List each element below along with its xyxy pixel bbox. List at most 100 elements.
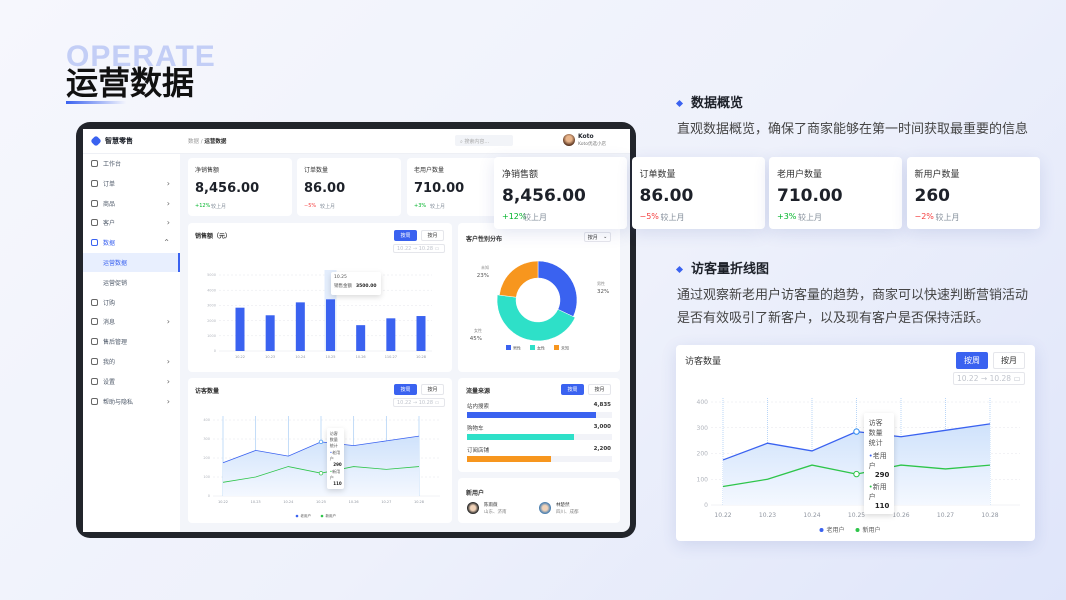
traffic-source-value: 4,835 — [593, 402, 611, 408]
traffic-source-value: 2,200 — [593, 446, 611, 452]
week-button[interactable]: 按周 — [956, 352, 988, 369]
traffic-progress-bar — [467, 412, 612, 418]
store-name: Koto优选小店 — [578, 142, 606, 147]
bar-tooltip: 10.25 销售金额 3500.00 — [331, 272, 381, 295]
tooltip-value: 110 — [874, 501, 890, 510]
week-button[interactable]: 按周 — [394, 230, 417, 241]
sidebar-item[interactable]: 工作台 — [83, 154, 180, 173]
search-placeholder: 搜索内容... — [464, 139, 490, 145]
month-button[interactable]: 按月 — [421, 230, 444, 241]
chevron-right-icon: › — [166, 317, 170, 327]
new-user-location: 四川、成都 — [556, 510, 579, 515]
sidebar-item[interactable]: 运营数据 — [83, 253, 180, 272]
search-input[interactable]: ⌕ 搜索内容... — [455, 135, 513, 146]
sidebar: 工作台 订单 › 商品 › 客户 › 数据 ⌃ 运营数据 运营促销 订购 消息 › 售后管理 我的 › 设置 › 帮助… — [83, 154, 180, 532]
tooltip-title: 访客数量统计 — [329, 430, 338, 448]
help-icon — [91, 397, 98, 405]
sidebar-item[interactable]: 客户 › — [83, 213, 180, 232]
new-user-location: 山东、济南 — [484, 510, 507, 515]
breadcrumb-separator: / — [200, 139, 203, 145]
date-range-picker[interactable]: 10.22 → 10.28 ▭ — [953, 372, 1025, 385]
sidebar-item[interactable]: 订购 — [83, 293, 180, 312]
traffic-source-card: 流量来源 按周 按月 站内搜索 4,835 购物车 3,000 订阅店铺 2,200 — [458, 378, 620, 472]
subscribe-icon — [91, 298, 98, 306]
tooltip-value: 290 — [333, 462, 342, 468]
date-range-picker[interactable]: 10.22 → 10.28 ▭ — [393, 244, 445, 253]
kpi-label: 订单数量 — [639, 170, 676, 180]
sidebar-item[interactable]: 订单 › — [83, 174, 180, 193]
kpi-change: −5% — [639, 212, 659, 221]
new-user-name: 陈雨薇 — [484, 503, 498, 508]
breadcrumb-parent[interactable]: 数据 — [188, 139, 200, 145]
sidebar-item[interactable]: 数据 ⌃ — [83, 233, 180, 252]
kpi-compare: 较上月 — [660, 213, 685, 222]
sales-chart-card: 销售额（元） 按周 按月 10.22 → 10.28 ▭ — [188, 223, 452, 372]
sidebar-item[interactable]: 消息 › — [83, 312, 180, 331]
traffic-progress-bar — [467, 434, 612, 440]
kpi-compare: 较上月 — [430, 204, 446, 210]
month-button[interactable]: 按月 — [588, 384, 611, 395]
sidebar-item[interactable]: 售后管理 — [83, 332, 180, 351]
sidebar-item-label: 数据 — [103, 240, 116, 248]
new-users-title: 新用户 — [466, 490, 485, 497]
tooltip-title: 访客数量统计 — [868, 418, 883, 447]
sidebar-item-label: 订单 — [103, 180, 116, 188]
visitors-chart-title: 访客数量 — [195, 388, 220, 395]
sidebar-item-label: 运营促销 — [103, 279, 128, 287]
visitors-chart-title: 访客数量 — [685, 357, 722, 367]
line-tooltip: 访客数量统计 •老用户290 •新用户110 — [327, 428, 345, 489]
kpi-value: 8,456.00 — [195, 181, 260, 196]
kpi-change: +12% — [502, 212, 527, 221]
kpi-value: 710.00 — [414, 181, 465, 196]
profile-icon — [91, 358, 98, 365]
visitors-description: 通过观察新老用户访客量的趋势，商家可以快速判断营销活动是否有效吸引了新客户，以及… — [677, 288, 1029, 326]
kpi-card: 净销售额 8,456.00 +12% 较上月 — [188, 158, 292, 216]
sidebar-item[interactable]: 帮助与隐私 › — [83, 392, 180, 411]
visitors-heading: 访客量折线图 — [677, 258, 769, 277]
sales-chart-title: 销售额（元） — [195, 233, 232, 240]
sidebar-item-label: 消息 — [103, 319, 116, 327]
traffic-source-label: 订阅店铺 — [467, 448, 490, 454]
after-sales-icon — [91, 338, 98, 346]
visitors-chart-card: 访客数量 按周 按月 10.22 → 10.28 ▭ — [188, 378, 452, 523]
app-header: 智慧零售 数据 / 运营数据 ⌕ 搜索内容... Koto Koto优选小店 — [83, 129, 630, 154]
tooltip-series-name: 新用户 — [329, 469, 341, 481]
message-icon — [91, 318, 98, 326]
kpi-compare: 较上月 — [798, 213, 822, 222]
tooltip-value: 3500.00 — [356, 284, 377, 289]
calendar-icon: ▭ — [434, 245, 440, 252]
tooltip-series-name: 老用户 — [329, 450, 341, 462]
date-range-picker[interactable]: 10.22 → 10.28 ▭ — [393, 398, 445, 407]
month-button[interactable]: 按月 — [993, 352, 1025, 369]
chevron-right-icon: › — [166, 198, 170, 208]
kpi-label: 净销售额 — [502, 170, 539, 180]
chevron-right-icon: › — [166, 218, 170, 228]
period-select[interactable]: 按月 ⌄ — [584, 232, 611, 242]
tooltip-value: 290 — [874, 470, 890, 479]
calendar-icon: ▭ — [434, 399, 440, 406]
sidebar-item-label: 商品 — [103, 200, 116, 208]
kpi-change: +3% — [414, 203, 427, 209]
user-avatar[interactable] — [563, 134, 575, 146]
kpi-value: 86.00 — [639, 186, 694, 206]
new-users-card: 新用户 陈雨薇 山东、济南 林楚然 四川、成都 — [458, 478, 620, 523]
sidebar-item[interactable]: 商品 › — [83, 194, 180, 213]
sidebar-item[interactable]: 我的 › — [83, 352, 180, 371]
gender-chart-card: 客户性别分布 按月 ⌄ — [458, 223, 620, 372]
kpi-card: 老用户数量 710.00 +3% 较上月 — [407, 158, 511, 216]
kpi-change: +12% — [195, 203, 211, 209]
sidebar-item[interactable]: 运营促销 — [83, 273, 180, 292]
kpi-value: 8,456.00 — [502, 186, 586, 206]
kpi-value: 260 — [914, 186, 951, 206]
kpi-change: −2% — [914, 212, 934, 221]
user-name: Koto — [578, 133, 594, 140]
month-button[interactable]: 按月 — [421, 384, 444, 395]
week-button[interactable]: 按周 — [394, 384, 417, 395]
kpi-card-enlarged: 老用户数量 710.00 +3% 较上月 — [769, 157, 902, 229]
calendar-icon: ▭ — [1013, 374, 1021, 383]
sidebar-item[interactable]: 设置 › — [83, 372, 180, 391]
kpi-compare: 较上月 — [523, 213, 547, 222]
page-title: 运营数据 — [66, 64, 195, 102]
overview-heading: 数据概览 — [677, 92, 743, 111]
week-button[interactable]: 按周 — [561, 384, 584, 395]
